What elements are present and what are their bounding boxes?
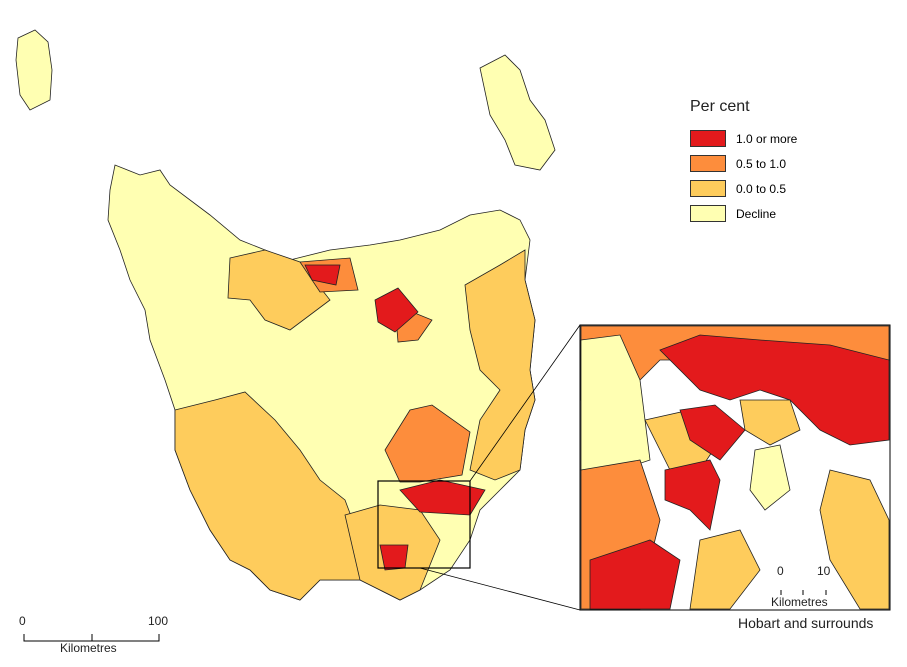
flinders-island bbox=[479, 54, 556, 171]
main-scale-bar bbox=[23, 634, 160, 642]
inset-scale-unit: Kilometres bbox=[771, 595, 828, 609]
legend-label: 0.5 to 1.0 bbox=[736, 156, 787, 171]
scale-unit: Kilometres bbox=[60, 641, 117, 655]
legend-item: 1.0 or more bbox=[690, 130, 797, 147]
legend-swatch bbox=[690, 180, 726, 197]
region-north-central bbox=[227, 249, 331, 331]
region-hobart-red bbox=[399, 479, 486, 516]
inset-map bbox=[579, 324, 891, 611]
legend-item: Decline bbox=[690, 205, 776, 222]
legend-swatch bbox=[690, 155, 726, 172]
region-west-coast bbox=[174, 391, 361, 601]
king-island bbox=[15, 29, 53, 111]
region-launceston-red bbox=[374, 287, 419, 333]
inset-scale-end: 10 bbox=[817, 564, 831, 578]
scale-start: 0 bbox=[19, 614, 26, 628]
legend-label: 1.0 or more bbox=[736, 131, 798, 146]
inset-locator-box bbox=[377, 480, 471, 569]
region-devonport-red bbox=[304, 264, 341, 286]
legend-swatch bbox=[690, 205, 726, 222]
region-east-coast bbox=[464, 249, 536, 481]
legend-item: 0.0 to 0.5 bbox=[690, 180, 786, 197]
inset-scale-start: 0 bbox=[777, 564, 784, 578]
scale-end: 100 bbox=[148, 614, 169, 628]
region-huon-red bbox=[379, 544, 409, 571]
region-southeast-orange bbox=[384, 404, 471, 483]
legend-title: Per cent bbox=[690, 98, 750, 115]
legend-label: Decline bbox=[736, 206, 777, 221]
legend-label: 0.0 to 0.5 bbox=[736, 181, 787, 196]
legend-item: 0.5 to 1.0 bbox=[690, 155, 786, 172]
inset-caption: Hobart and surrounds bbox=[738, 615, 874, 631]
legend-swatch bbox=[690, 130, 726, 147]
